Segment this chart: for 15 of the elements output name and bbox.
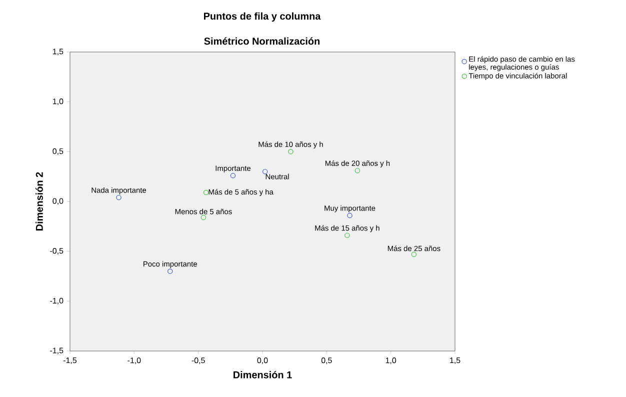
- chart-subtitle: Simétrico Normalización: [204, 37, 320, 45]
- point: [200, 214, 206, 220]
- chart-title: Puntos de fila y columna: [204, 12, 321, 22]
- point: [344, 232, 350, 238]
- point: [354, 168, 360, 174]
- x-axis-title: Dimensión 1: [234, 370, 292, 378]
- y-axis-title: Dimensión 2: [35, 172, 43, 230]
- point: [116, 194, 122, 200]
- point: [288, 149, 294, 154]
- point: [230, 172, 236, 178]
- point: [347, 212, 352, 218]
- point: [411, 252, 417, 257]
- point: [203, 190, 209, 196]
- point: [262, 168, 268, 174]
- point: [167, 268, 173, 274]
